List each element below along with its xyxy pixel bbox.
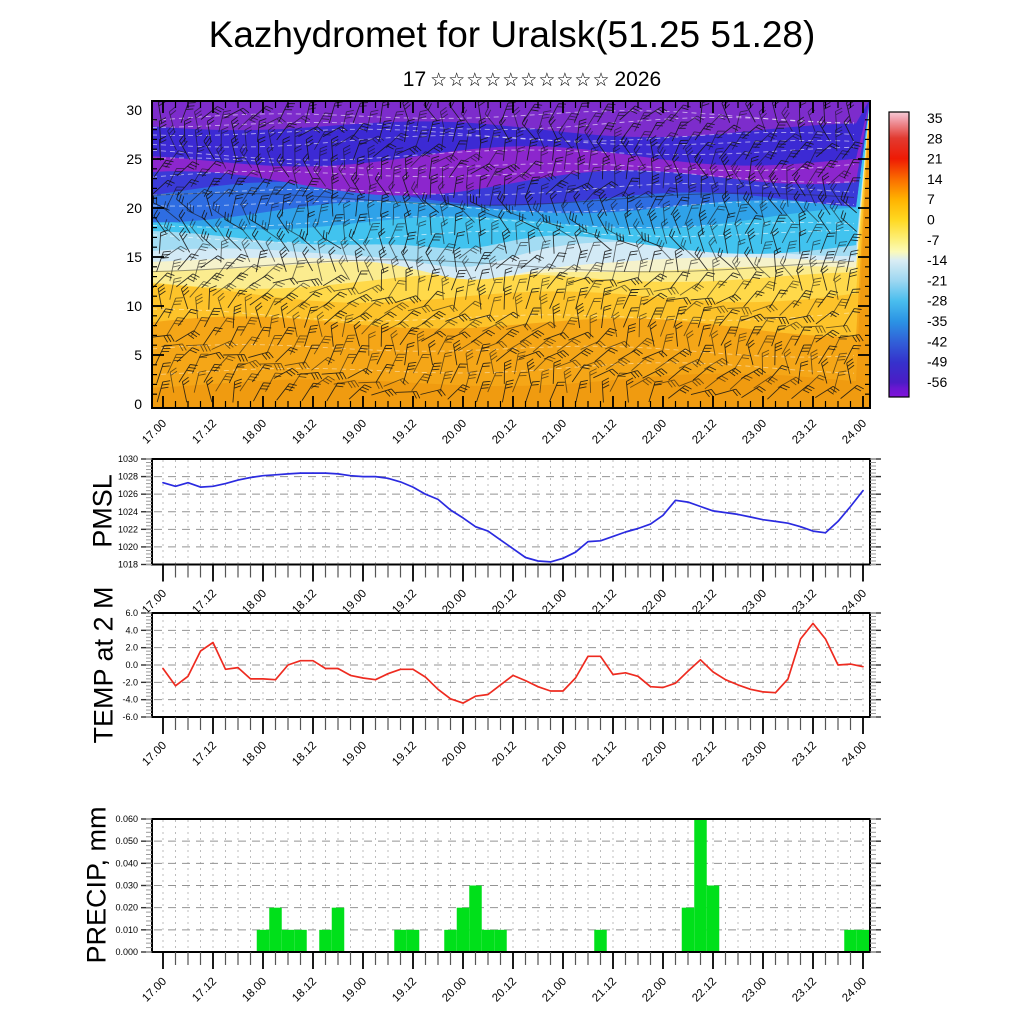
svg-text:0.0: 0.0 (125, 660, 138, 670)
svg-text:18.00: 18.00 (240, 976, 269, 1005)
svg-text:15: 15 (126, 249, 142, 265)
svg-text:23.12: 23.12 (790, 418, 819, 447)
svg-text:5: 5 (134, 347, 142, 363)
svg-text:1026: 1026 (118, 489, 138, 499)
svg-text:17.12: 17.12 (190, 740, 219, 769)
svg-text:18.00: 18.00 (240, 418, 269, 447)
svg-text:-28: -28 (927, 293, 947, 309)
svg-text:23.12: 23.12 (790, 976, 819, 1005)
svg-text:0.030: 0.030 (115, 881, 138, 891)
svg-text:24.00: 24.00 (840, 418, 869, 447)
svg-text:17.12: 17.12 (190, 976, 219, 1005)
svg-text:19.12: 19.12 (390, 976, 419, 1005)
svg-text:-4.0: -4.0 (122, 695, 138, 705)
svg-text:28: 28 (927, 130, 943, 146)
svg-text:23.12: 23.12 (790, 740, 819, 769)
svg-text:1020: 1020 (118, 542, 138, 552)
svg-text:19.00: 19.00 (340, 418, 369, 447)
svg-text:-6.0: -6.0 (122, 712, 138, 722)
svg-text:21: 21 (927, 151, 943, 167)
svg-text:17.00: 17.00 (140, 976, 169, 1005)
svg-text:30: 30 (126, 102, 142, 118)
svg-text:1024: 1024 (118, 507, 138, 517)
svg-text:22.12: 22.12 (690, 976, 719, 1005)
svg-text:21.12: 21.12 (590, 418, 619, 447)
subtitle-day: 17 (402, 68, 427, 91)
svg-text:1030: 1030 (118, 454, 138, 464)
colorbar: 35 28 21 14 7 0 -7 -14 -21 -28 -35 -42 -49 -56 (888, 110, 947, 398)
svg-text:21.12: 21.12 (590, 976, 619, 1005)
svg-text:18.12: 18.12 (290, 740, 319, 769)
svg-text:20.00: 20.00 (440, 976, 469, 1005)
svg-text:21.00: 21.00 (540, 740, 569, 769)
svg-text:21.12: 21.12 (590, 740, 619, 769)
svg-text:14: 14 (927, 171, 943, 187)
svg-text:21.00: 21.00 (540, 976, 569, 1005)
svg-text:17.00: 17.00 (140, 740, 169, 769)
svg-text:20.00: 20.00 (440, 740, 469, 769)
svg-text:7: 7 (927, 191, 935, 207)
svg-text:18.12: 18.12 (290, 976, 319, 1005)
svg-text:1018: 1018 (118, 560, 138, 570)
svg-text:4.0: 4.0 (125, 625, 138, 635)
svg-text:18.00: 18.00 (240, 740, 269, 769)
svg-text:22.00: 22.00 (640, 976, 669, 1005)
svg-text:20.12: 20.12 (490, 740, 519, 769)
svg-text:0.040: 0.040 (115, 858, 138, 868)
svg-text:22.12: 22.12 (690, 418, 719, 447)
svg-text:1028: 1028 (118, 472, 138, 482)
svg-text:24.00: 24.00 (840, 740, 869, 769)
svg-text:22.00: 22.00 (640, 418, 669, 447)
svg-text:17.12: 17.12 (190, 418, 219, 447)
svg-text:19.12: 19.12 (390, 418, 419, 447)
svg-text:0.050: 0.050 (115, 836, 138, 846)
svg-text:1022: 1022 (118, 524, 138, 534)
precip-panel: 0.000 0.010 0.020 0.030 0.040 0.050 0.060 17.00… (115, 814, 881, 1004)
svg-text:-2.0: -2.0 (122, 677, 138, 687)
svg-text:-56: -56 (927, 374, 947, 390)
svg-text:0.020: 0.020 (115, 903, 138, 913)
svg-text:23.00: 23.00 (740, 418, 769, 447)
svg-text:20.00: 20.00 (440, 418, 469, 447)
svg-text:-21: -21 (927, 272, 947, 288)
svg-text:20.12: 20.12 (490, 418, 519, 447)
svg-text:22.00: 22.00 (640, 740, 669, 769)
svg-text:19.12: 19.12 (390, 740, 419, 769)
svg-text:-14: -14 (927, 252, 947, 268)
svg-text:23.00: 23.00 (740, 976, 769, 1005)
svg-text:0.060: 0.060 (115, 814, 138, 824)
svg-text:21.00: 21.00 (540, 418, 569, 447)
svg-text:6.0: 6.0 (125, 608, 138, 618)
svg-text:20: 20 (126, 200, 142, 216)
svg-text:19.00: 19.00 (340, 976, 369, 1005)
subtitle-year: 2026 (614, 68, 662, 91)
svg-text:0.010: 0.010 (115, 925, 138, 935)
svg-text:2.0: 2.0 (125, 643, 138, 653)
svg-text:20.12: 20.12 (490, 976, 519, 1005)
svg-text:35: 35 (927, 110, 943, 126)
svg-text:25: 25 (126, 151, 142, 167)
date-subtitle: 17 ☆☆☆☆☆☆☆☆☆☆ 2026 (20, 68, 1024, 92)
svg-text:18.12: 18.12 (290, 418, 319, 447)
svg-text:0.000: 0.000 (115, 947, 138, 957)
svg-text:10: 10 (126, 298, 142, 314)
svg-text:-7: -7 (927, 232, 940, 248)
svg-text:19.00: 19.00 (340, 740, 369, 769)
svg-text:22.12: 22.12 (690, 740, 719, 769)
svg-text:17.00: 17.00 (140, 418, 169, 447)
svg-text:0: 0 (134, 396, 142, 412)
page-title: Kazhydromet for Uralsk(51.25 51.28) (208, 14, 816, 55)
cross-section-panel: 30 25 20 15 10 5 0 17.00 17.12 18.00 18.12 19.00 19.… (126, 100, 871, 447)
svg-text:23.00: 23.00 (740, 740, 769, 769)
svg-text:-49: -49 (927, 354, 947, 370)
svg-text:24.00: 24.00 (840, 976, 869, 1005)
svg-text:0: 0 (927, 212, 935, 228)
svg-text:-35: -35 (927, 313, 947, 329)
svg-text:-42: -42 (927, 333, 947, 349)
subtitle-month-stars: ☆☆☆☆☆☆☆☆☆☆ (430, 70, 611, 91)
temp2m-panel: -6.0 -4.0 -2.0 0.0 2.0 4.0 6.0 17.00 17.12 18.00 1… (122, 608, 881, 768)
